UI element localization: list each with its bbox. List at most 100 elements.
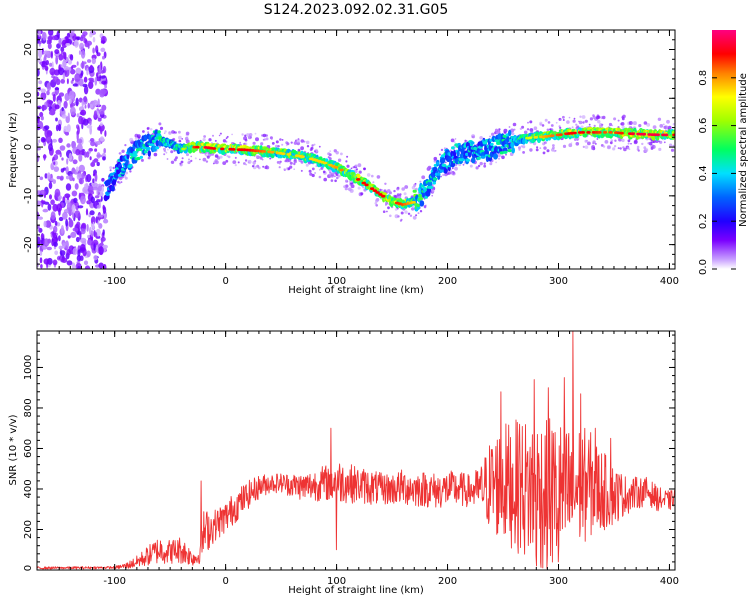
ridge-halo [189, 160, 192, 163]
noise-speckle [46, 172, 51, 180]
noise-speckle [86, 200, 91, 205]
noise-speckle [71, 190, 78, 197]
noise-speckle [86, 124, 93, 129]
noise-speckle [89, 120, 92, 126]
noise-speckle [76, 36, 81, 41]
ridge-halo [644, 148, 649, 153]
noise-speckle [46, 39, 50, 45]
noise-speckle [101, 177, 105, 182]
noise-speckle [80, 195, 86, 205]
ridge-halo [352, 166, 355, 169]
ridge-core [132, 153, 138, 157]
noise-speckle [98, 223, 103, 229]
noise-speckle [37, 147, 42, 151]
noise-speckle [66, 260, 73, 266]
noise-speckle [48, 30, 54, 36]
colorbar-tick-label: 0.8 [698, 70, 709, 86]
ridge-core [441, 163, 447, 167]
ridge-halo [521, 125, 525, 129]
ridge-halo [346, 188, 349, 191]
noise-speckle [78, 150, 85, 155]
noise-speckle [65, 131, 69, 136]
ridge-halo [262, 133, 267, 138]
ridge-halo [491, 132, 495, 136]
ridge-halo [311, 144, 314, 147]
ridge-halo [296, 139, 300, 144]
noise-speckle [100, 47, 106, 52]
ridge-halo [518, 146, 521, 150]
noise-speckle [47, 35, 53, 42]
ridge-halo [306, 145, 310, 148]
figure-title: S124.2023.092.02.31.G05 [264, 2, 449, 18]
ridge-halo [109, 166, 113, 170]
noise-speckle [86, 67, 89, 76]
ridge-halo [271, 142, 275, 145]
ridge-halo [366, 173, 371, 177]
ridge-halo [638, 124, 642, 128]
ridge-halo [527, 121, 529, 124]
noise-speckle [99, 75, 106, 79]
ridge-core [467, 151, 472, 158]
noise-speckle [67, 59, 72, 65]
ridge-halo [278, 166, 281, 169]
ridge-halo [498, 157, 500, 160]
noise-speckle [86, 250, 91, 258]
ridge-halo [547, 121, 551, 124]
noise-speckle [100, 70, 105, 74]
x-tick-label: 300 [549, 276, 568, 287]
ridge-halo [371, 174, 374, 178]
ridge-halo [628, 121, 633, 125]
colorbar-tick-label: 0.6 [698, 118, 709, 134]
ridge-peak [672, 133, 675, 137]
ridge-halo [383, 189, 387, 193]
noise-speckle [98, 262, 104, 269]
ridge-core [412, 189, 417, 193]
ridge-core [128, 163, 133, 168]
ridge-halo [584, 145, 589, 149]
ridge-halo [542, 151, 546, 155]
noise-speckle [69, 218, 73, 225]
ridge-halo [173, 158, 177, 162]
ridge-halo [552, 146, 555, 150]
ridge-halo [621, 138, 625, 143]
ridge-halo [270, 137, 273, 140]
ridge-halo [375, 199, 379, 203]
ridge-peak [663, 133, 669, 137]
ridge-halo [344, 187, 348, 191]
y-tick-label: 20 [23, 43, 34, 56]
ridge-halo [421, 175, 426, 180]
ridge-halo [609, 141, 613, 145]
noise-speckle [50, 211, 56, 220]
noise-speckle [83, 85, 89, 95]
ridge-halo [372, 181, 375, 184]
ridge-peak [533, 136, 538, 139]
ridge-core [110, 185, 115, 192]
ridge-halo [194, 157, 197, 160]
ridge-peak [231, 148, 236, 151]
noise-speckle [76, 138, 83, 144]
noise-speckle [39, 111, 44, 118]
ridge-halo [329, 150, 332, 153]
ridge-halo [293, 168, 296, 170]
ridge-halo [394, 208, 398, 211]
ridge-core [511, 147, 515, 154]
noise-speckle [62, 59, 67, 68]
ridge-halo [314, 172, 317, 174]
noise-speckle [60, 168, 65, 173]
ridge-core [508, 129, 512, 137]
ridge-halo [311, 173, 315, 178]
noise-speckle [63, 68, 70, 77]
ridge-halo [659, 124, 664, 128]
ridge-halo [495, 161, 497, 164]
noise-speckle [38, 80, 43, 85]
ridge-core [443, 167, 448, 174]
noise-speckle [77, 249, 81, 257]
ridge-halo [346, 155, 349, 158]
ridge-halo [663, 123, 665, 126]
ridge-halo [318, 175, 322, 179]
ridge-halo [252, 141, 256, 145]
ridge-halo [277, 145, 280, 148]
ridge-peak [286, 153, 292, 156]
noise-speckle [53, 166, 60, 173]
